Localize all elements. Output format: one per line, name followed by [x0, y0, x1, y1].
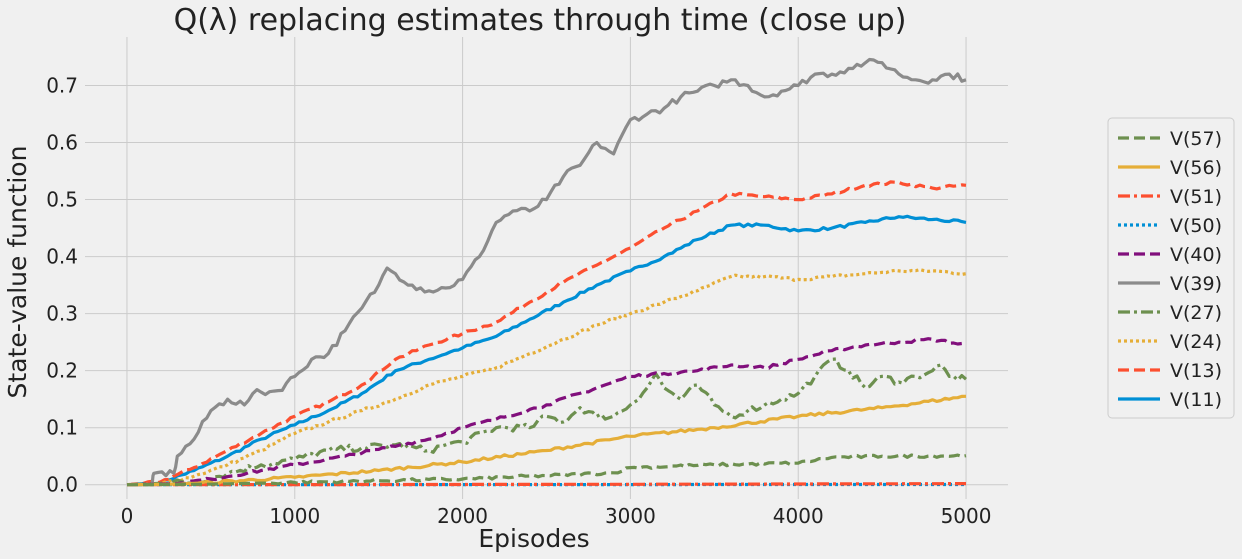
- legend-entry: V(13): [1170, 360, 1222, 382]
- series-line-v56: [127, 394, 967, 487]
- legend-entry: V(57): [1170, 128, 1222, 150]
- series-line-v57: [127, 453, 967, 487]
- y-tick-label: 0.0: [46, 473, 78, 497]
- series-line-v24: [126, 268, 967, 487]
- chart-title: Q(λ) replacing estimates through time (c…: [174, 3, 907, 38]
- legend-entry: V(27): [1170, 302, 1222, 324]
- x-tick-labels: 0 1000 2000 3000 4000 5000: [121, 504, 992, 528]
- series-lines: [126, 57, 968, 487]
- legend-entry: V(39): [1170, 273, 1222, 295]
- y-tick-label: 0.2: [46, 359, 78, 383]
- legend-entry: V(11): [1170, 389, 1222, 411]
- legend-entry: V(51): [1170, 186, 1222, 208]
- y-tick-label: 0.1: [46, 416, 78, 440]
- y-tick-labels: 0.0 0.1 0.2 0.3 0.4 0.5 0.6 0.7: [46, 73, 78, 496]
- x-tick-label: 4000: [773, 504, 824, 528]
- x-tick-label: 1000: [269, 504, 320, 528]
- x-tick-label: 0: [121, 504, 134, 528]
- x-tick-label: 5000: [941, 504, 992, 528]
- y-axis-label: State-value function: [3, 146, 32, 399]
- y-tick-label: 0.5: [46, 188, 78, 212]
- x-tick-label: 3000: [605, 504, 656, 528]
- y-tick-label: 0.4: [46, 245, 78, 269]
- series-line-v51: [127, 482, 966, 487]
- series-line-v39: [127, 57, 967, 487]
- legend: V(57) V(56) V(51) V(50) V(40) V(39) V(27) V(24)…: [1107, 117, 1235, 419]
- legend-entry: V(40): [1170, 244, 1222, 266]
- series-line-v13: [126, 180, 967, 487]
- y-tick-label: 0.3: [46, 302, 78, 326]
- x-axis-label: Episodes: [478, 524, 589, 553]
- legend-entry: V(24): [1170, 331, 1222, 353]
- legend-entry: V(56): [1170, 157, 1222, 179]
- series-line-v11: [126, 214, 967, 487]
- series-line-v27: [126, 357, 968, 487]
- x-tick-label: 2000: [437, 504, 488, 528]
- grid: [85, 37, 1008, 499]
- y-tick-label: 0.6: [46, 131, 78, 155]
- y-tick-label: 0.7: [46, 73, 78, 97]
- legend-box: [1107, 117, 1235, 419]
- legend-entry: V(50): [1170, 215, 1222, 237]
- series-line-v40: [126, 337, 967, 487]
